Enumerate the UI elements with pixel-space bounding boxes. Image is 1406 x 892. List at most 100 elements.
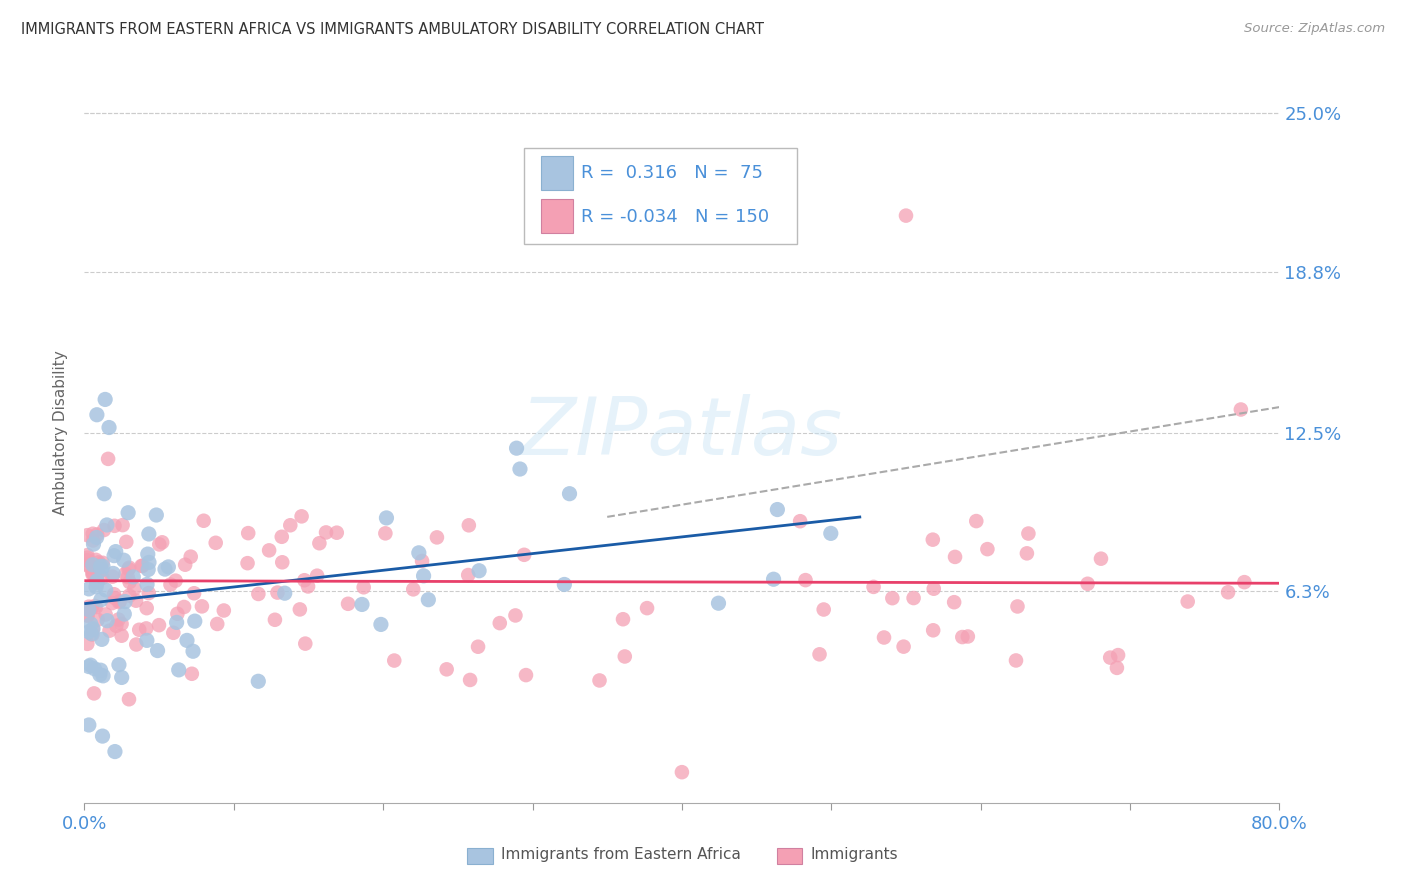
- Point: [83, 686, 105, 700]
- Point: [1233, 575, 1256, 590]
- Point: [789, 514, 811, 528]
- Point: [82, 558, 104, 572]
- Point: [613, 649, 636, 664]
- Point: [1107, 648, 1129, 662]
- Point: [117, 570, 139, 584]
- Point: [94, 392, 117, 407]
- Point: [165, 574, 187, 588]
- Point: [136, 547, 159, 561]
- Point: [509, 462, 531, 476]
- Point: [180, 549, 202, 564]
- Point: [162, 625, 184, 640]
- Point: [76, 601, 98, 615]
- Point: [89, 667, 111, 681]
- Text: ZIPatlas: ZIPatlas: [520, 393, 844, 472]
- Point: [671, 765, 693, 780]
- Point: [426, 530, 449, 544]
- Point: [612, 612, 634, 626]
- Point: [76, 550, 98, 565]
- Point: [167, 663, 190, 677]
- Point: [976, 542, 998, 557]
- Point: [136, 577, 159, 591]
- Point: [86, 575, 108, 590]
- Point: [1099, 650, 1122, 665]
- Point: [943, 595, 966, 609]
- Point: [820, 526, 842, 541]
- Point: [294, 637, 316, 651]
- Point: [257, 543, 280, 558]
- Point: [636, 601, 658, 615]
- Point: [77, 624, 100, 639]
- Point: [408, 546, 430, 560]
- Point: [96, 614, 118, 628]
- Point: [148, 618, 170, 632]
- Point: [862, 580, 884, 594]
- Point: [107, 613, 129, 627]
- Point: [894, 209, 917, 223]
- Text: Immigrants from Eastern Africa: Immigrants from Eastern Africa: [501, 847, 741, 863]
- Point: [93, 487, 115, 501]
- Point: [247, 587, 270, 601]
- Point: [412, 569, 434, 583]
- Point: [94, 582, 117, 597]
- Point: [118, 589, 141, 603]
- Point: [212, 603, 235, 617]
- Point: [181, 644, 204, 658]
- Point: [315, 525, 337, 540]
- Point: [111, 518, 134, 533]
- Point: [956, 630, 979, 644]
- Point: [965, 514, 987, 528]
- Point: [291, 509, 314, 524]
- Point: [153, 562, 176, 576]
- Text: Source: ZipAtlas.com: Source: ZipAtlas.com: [1244, 22, 1385, 36]
- Point: [98, 420, 121, 434]
- Point: [80, 617, 103, 632]
- Y-axis label: Ambulatory Disability: Ambulatory Disability: [53, 351, 69, 515]
- Point: [135, 633, 157, 648]
- Point: [110, 616, 132, 631]
- Point: [118, 692, 141, 706]
- Point: [112, 607, 135, 621]
- Point: [108, 657, 131, 672]
- Point: [77, 559, 100, 574]
- Point: [103, 549, 125, 563]
- Point: [1090, 551, 1112, 566]
- Point: [77, 718, 100, 732]
- Point: [112, 553, 135, 567]
- Point: [82, 622, 104, 636]
- Point: [1007, 599, 1029, 614]
- Text: R = -0.034   N = 150: R = -0.034 N = 150: [581, 208, 769, 226]
- Point: [77, 659, 100, 673]
- Point: [76, 528, 98, 542]
- Point: [308, 536, 330, 550]
- Point: [125, 638, 148, 652]
- Point: [86, 527, 108, 541]
- Point: [236, 556, 259, 570]
- Point: [124, 582, 146, 596]
- Point: [103, 518, 125, 533]
- Point: [174, 558, 197, 572]
- Point: [922, 582, 945, 596]
- Point: [86, 531, 108, 545]
- Point: [90, 663, 112, 677]
- Point: [111, 670, 134, 684]
- Point: [326, 525, 349, 540]
- Text: IMMIGRANTS FROM EASTERN AFRICA VS IMMIGRANTS AMBULATORY DISABILITY CORRELATION C: IMMIGRANTS FROM EASTERN AFRICA VS IMMIGR…: [21, 22, 763, 37]
- Point: [353, 580, 375, 594]
- Point: [86, 408, 108, 422]
- Text: Immigrants: Immigrants: [810, 847, 898, 863]
- Point: [173, 599, 195, 614]
- Point: [82, 566, 104, 580]
- Point: [893, 640, 915, 654]
- Point: [82, 622, 104, 636]
- Point: [553, 577, 575, 591]
- Point: [270, 530, 292, 544]
- Point: [176, 633, 198, 648]
- Point: [1015, 546, 1038, 560]
- Point: [515, 668, 537, 682]
- Point: [90, 632, 112, 647]
- Point: [82, 533, 104, 548]
- Point: [467, 640, 489, 654]
- Point: [90, 563, 112, 577]
- Point: [1105, 661, 1128, 675]
